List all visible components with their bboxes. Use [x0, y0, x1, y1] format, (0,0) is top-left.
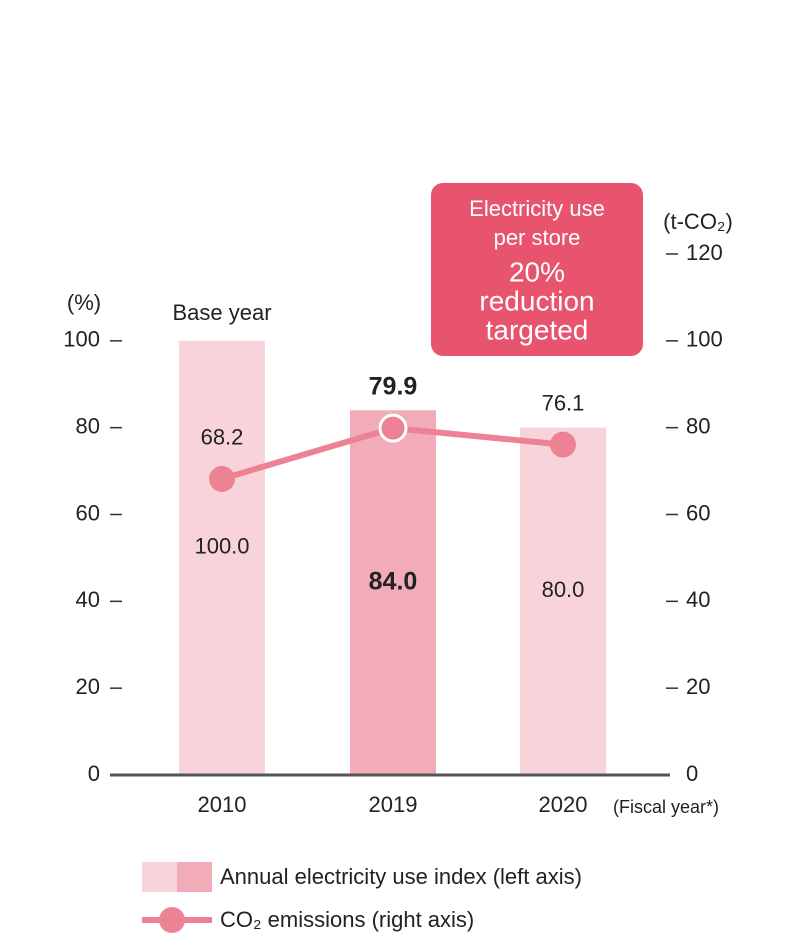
y2-tick-label: 80	[686, 413, 710, 438]
x-tick-label: 2019	[369, 792, 418, 817]
callout-box	[431, 183, 643, 356]
callout-text: Electricity use	[469, 196, 605, 221]
y2-tick-label: 100	[686, 327, 723, 352]
bar	[350, 410, 436, 775]
x-tick-label: 2010	[198, 792, 247, 817]
y-tick-label: 100	[63, 327, 100, 352]
line-value-label: 79.9	[369, 373, 418, 401]
y-tick-label: 0	[88, 761, 100, 786]
bar-value-label: 80.0	[542, 577, 585, 602]
legend-swatch	[142, 862, 177, 892]
legend-label: CO₂ emissions (right axis)	[220, 907, 474, 932]
callout-target: reduction	[479, 285, 594, 316]
line-value-label: 68.2	[201, 425, 244, 450]
y2-tick-label: 120	[686, 240, 723, 265]
annotation: Base year	[172, 300, 271, 325]
x-axis-label: (Fiscal year*)	[613, 797, 719, 817]
y2-tick-label: 40	[686, 587, 710, 612]
y2-tick-label: 0	[686, 761, 698, 786]
line-point	[209, 465, 235, 492]
line-point	[550, 431, 576, 458]
y-axis-label: (%)	[67, 290, 101, 315]
y-tick-label: 60	[76, 500, 100, 525]
bar	[520, 427, 606, 775]
legend-label: Annual electricity use index (left axis)	[220, 864, 582, 889]
callout-text: per store	[494, 225, 581, 250]
y-tick-label: 20	[76, 674, 100, 699]
x-tick-label: 2020	[539, 792, 588, 817]
y2-tick-label: 60	[686, 500, 710, 525]
callout-target: 20%	[509, 256, 565, 287]
line-point	[378, 413, 408, 443]
y-tick-label: 80	[76, 413, 100, 438]
legend-marker	[159, 907, 185, 933]
callout-target: targeted	[486, 314, 589, 345]
bar-value-label: 84.0	[369, 567, 418, 595]
y2-tick-label: 20	[686, 674, 710, 699]
line-value-label: 76.1	[542, 390, 585, 415]
y-tick-label: 40	[76, 587, 100, 612]
bar	[179, 340, 265, 775]
legend-swatch	[177, 862, 212, 892]
y2-axis-label: (t-CO₂)	[663, 209, 733, 234]
bar-value-label: 100.0	[194, 534, 249, 559]
